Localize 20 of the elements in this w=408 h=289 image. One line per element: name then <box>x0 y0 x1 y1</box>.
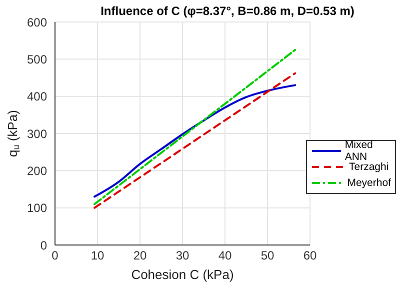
y-tick-label: 400 <box>26 90 48 104</box>
x-tick-label: 10 <box>90 248 104 263</box>
chart-title: Influence of C (φ=8.37°, B=0.86 m, D=0.53 m) <box>100 4 356 18</box>
y-tick-label: 200 <box>26 164 48 178</box>
x-tick-label: 50 <box>260 248 274 263</box>
y-tick-label: 0 <box>40 238 48 252</box>
y-tick-label: 500 <box>26 52 48 66</box>
y-tick-label: 600 <box>26 15 48 30</box>
line-series <box>94 84 296 198</box>
x-axis-title: Cohesion C (kPa) <box>131 267 234 282</box>
x-tick-label: 60 <box>303 248 317 263</box>
x-tick-label: 30 <box>176 248 190 263</box>
x-tick-label: 40 <box>218 248 232 263</box>
y-tick-label: 100 <box>26 201 48 216</box>
legend-label: Meyerhof <box>347 177 391 189</box>
legend-label: Mixed ANN <box>344 139 373 163</box>
y-tick-label: 300 <box>26 126 48 141</box>
x-tick-label: 0 <box>52 248 59 263</box>
x-tick-label: 20 <box>133 248 147 263</box>
legend-label: Terzaghi <box>349 161 389 173</box>
